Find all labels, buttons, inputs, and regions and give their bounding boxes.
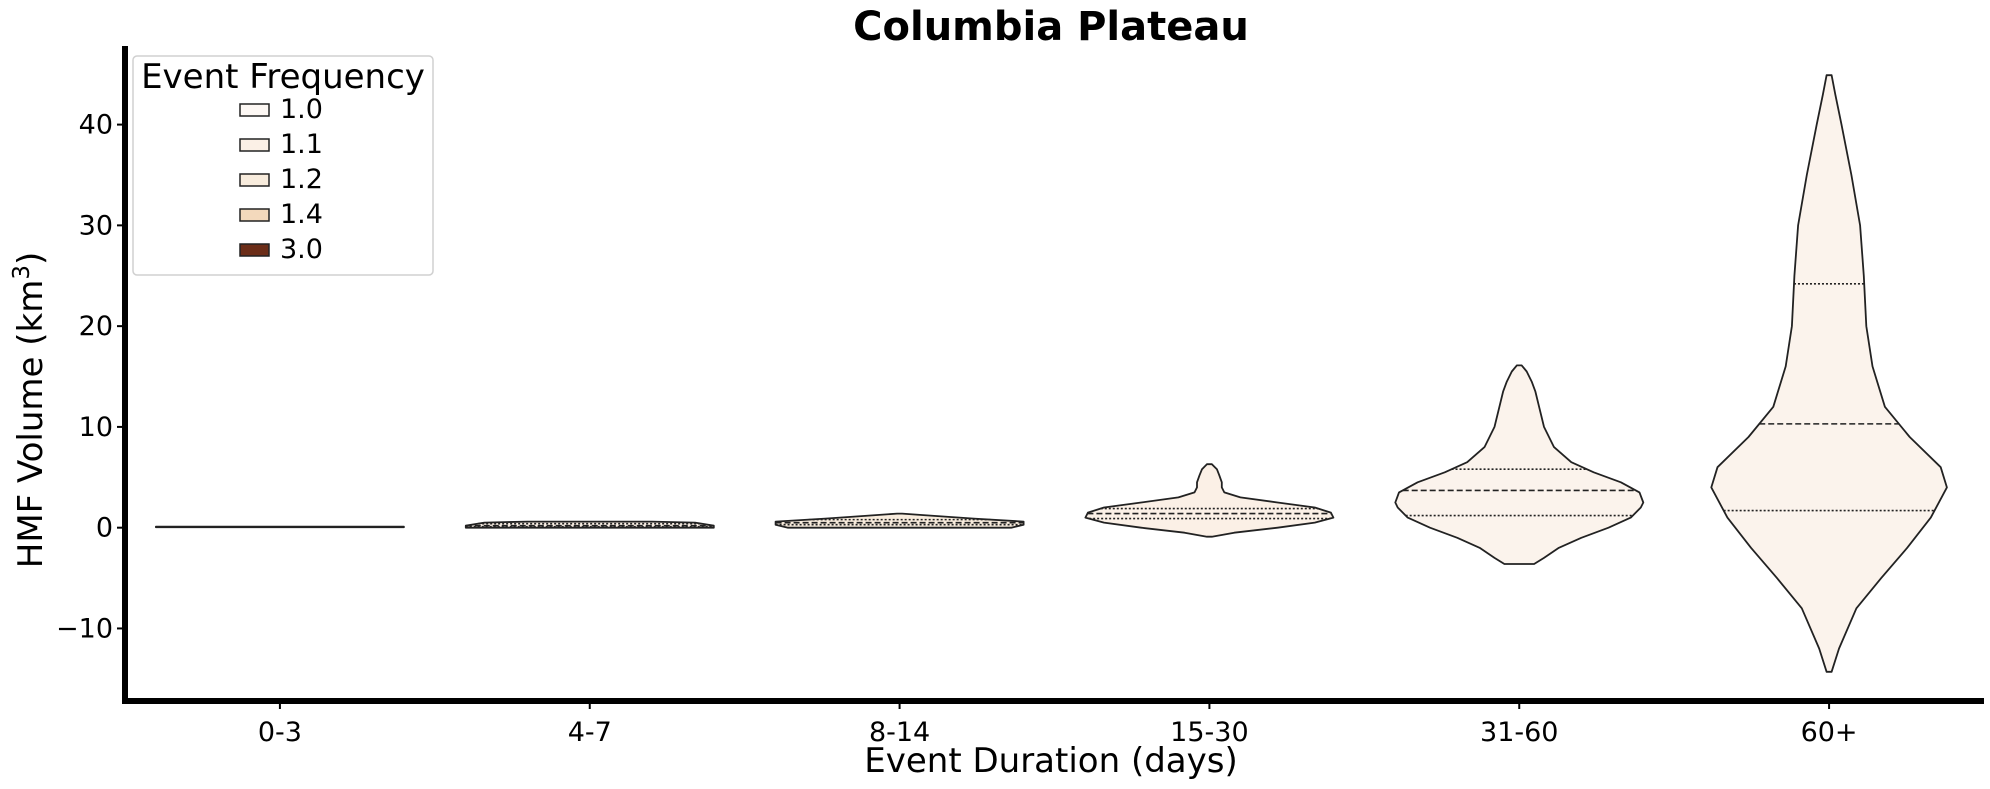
legend-label: 3.0 (280, 234, 323, 265)
violin-15-30 (1084, 463, 1335, 538)
violins-layer (155, 74, 1948, 673)
violin-60+ (1710, 74, 1948, 673)
violin-31-60 (1394, 364, 1645, 565)
violin-body (774, 512, 1025, 529)
chart-title: Columbia Plateau (853, 4, 1249, 50)
x-axis-label: Event Duration (days) (864, 741, 1237, 781)
legend-label: 1.1 (280, 129, 323, 160)
legend-swatch (239, 138, 270, 152)
y-axis-label-superscript: 3 (9, 265, 35, 280)
y-tick-label: 0 (96, 513, 113, 544)
y-axis-label-close: ) (11, 252, 51, 265)
y-tick-label: 20 (79, 311, 113, 342)
legend-label: 1.4 (280, 199, 323, 230)
y-tick-label: 30 (79, 210, 113, 241)
x-tick-label: 60+ (1801, 717, 1858, 748)
x-tick-label: 4-7 (568, 717, 612, 748)
legend-swatch (239, 103, 270, 117)
legend-label: 1.0 (280, 94, 323, 125)
x-tick-label: 8-14 (869, 717, 930, 748)
violin-0-3 (155, 525, 405, 529)
legend-label: 1.2 (280, 164, 323, 195)
y-axis-ticks: −10 0 10 20 30 40 (56, 110, 125, 644)
legend-entries: 1.0 1.1 1.2 1.4 3.0 (239, 94, 323, 265)
violin-body (1710, 74, 1948, 673)
violin-4-7 (464, 520, 715, 529)
x-tick-label: 0-3 (258, 717, 302, 748)
legend-swatch (239, 208, 270, 222)
x-axis-ticks: 0-3 4-7 8-14 15-30 31-60 60+ (258, 701, 1858, 748)
legend-title: Event Frequency (141, 57, 425, 97)
y-axis-label-main: HMF Volume (km (11, 280, 51, 569)
legend-swatch (239, 243, 270, 257)
x-tick-label: 15-30 (1170, 717, 1248, 748)
y-tick-label: −10 (56, 613, 113, 644)
violin-body (155, 525, 405, 529)
y-tick-label: 10 (79, 412, 113, 443)
violin-body (1084, 463, 1335, 538)
violin-body (1394, 364, 1645, 565)
legend-frame (132, 55, 434, 276)
legend-swatch (239, 173, 270, 187)
legend: Event Frequency 1.0 1.1 1.2 1.4 3.0 (132, 55, 434, 276)
y-tick-label: 40 (79, 110, 113, 141)
violin-8-14 (774, 512, 1025, 529)
x-tick-label: 31-60 (1480, 717, 1558, 748)
y-axis-label: HMF Volume (km3) (9, 252, 51, 569)
